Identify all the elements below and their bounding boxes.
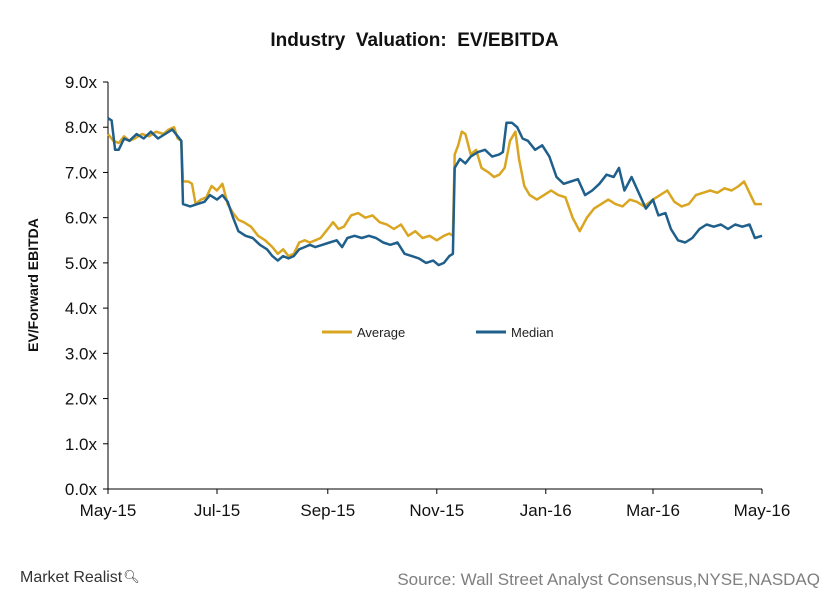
legend-label-average: Average bbox=[357, 325, 405, 340]
x-tick-label: Sep-15 bbox=[300, 501, 355, 520]
brand-name: Market Realist bbox=[20, 569, 123, 586]
x-axis-ticks: May-15 Jul-15 Sep-15 Nov-15 Jan-16 Mar-16 May-… bbox=[80, 489, 791, 520]
y-tick-label: 6.0x bbox=[65, 209, 98, 228]
x-tick-label: Jan-16 bbox=[520, 501, 572, 520]
magnifier-icon: 🔍︎ bbox=[123, 569, 140, 584]
series-lines bbox=[107, 117, 763, 267]
y-tick-label: 0.0x bbox=[65, 480, 98, 499]
source-note: Source: Wall Street Analyst Consensus,NY… bbox=[397, 570, 820, 589]
legend-label-median: Median bbox=[511, 325, 554, 340]
y-tick-label: 7.0x bbox=[65, 163, 98, 182]
y-tick-label: 1.0x bbox=[65, 435, 98, 454]
series-line-median bbox=[107, 117, 763, 267]
y-axis-label: EV/Forward EBITDA bbox=[25, 218, 41, 352]
x-tick-label: May-15 bbox=[80, 501, 137, 520]
x-tick-label: May-16 bbox=[734, 501, 791, 520]
y-tick-label: 4.0x bbox=[65, 299, 98, 318]
brand-logo: Market Realist🔍︎ bbox=[20, 569, 140, 587]
y-tick-label: 8.0x bbox=[65, 118, 98, 137]
x-tick-label: Jul-15 bbox=[194, 501, 240, 520]
x-tick-label: Nov-15 bbox=[409, 501, 464, 520]
chart-title: Industry Valuation: EV/EBITDA bbox=[270, 30, 559, 51]
legend: Average Median bbox=[322, 325, 554, 340]
x-tick-label: Mar-16 bbox=[626, 501, 680, 520]
y-tick-label: 3.0x bbox=[65, 344, 98, 363]
y-axis-ticks: 0.0x 1.0x 2.0x 3.0x 4.0x 5.0x 6.0x 7.0x 8.0x 9.0x bbox=[65, 73, 108, 499]
y-tick-label: 2.0x bbox=[65, 390, 98, 409]
series-line-average bbox=[107, 125, 762, 258]
y-tick-label: 9.0x bbox=[65, 73, 98, 92]
y-tick-label: 5.0x bbox=[65, 254, 98, 273]
